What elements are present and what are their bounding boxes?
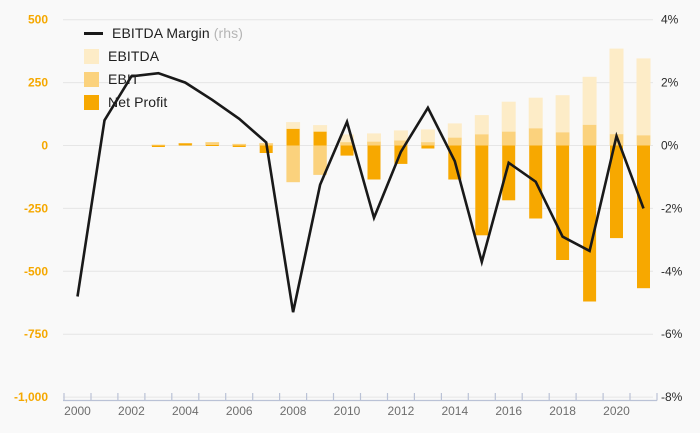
legend-label-ebitda: EBITDA [108,48,160,64]
bar-net-profit-2005 [205,145,219,146]
bar-ebit-2014 [448,137,462,146]
bar-ebit-2017 [528,128,543,146]
bar-ebit-2008 [286,145,300,183]
bar-ebit-2019 [582,124,597,146]
legend-swatch-ebit [84,71,99,87]
x-tick-label: 2014 [441,404,468,418]
y-left-tick-label: 250 [28,76,48,90]
y-right-tick-label: 2% [661,76,679,90]
bar-ebit-2005 [205,142,219,146]
y-right-tick-label: -8% [661,390,683,404]
bar-ebit-2010 [340,142,354,146]
bar-net-profit-2019 [583,145,597,302]
bar-net-profit-2004 [178,143,192,146]
bar-ebit-2012 [394,140,408,146]
y-right-tick-label: 4% [661,13,679,27]
bar-ebitda-2021 [636,58,651,146]
legend-swatch-ebitda [84,48,99,64]
x-tick-label: 2016 [495,404,522,418]
legend: EBITDA Margin (rhs) EBITDA EBIT Net Prof… [84,25,243,110]
bar-net-profit-2016 [502,145,516,201]
legend-item-ebitda-margin[interactable]: EBITDA Margin (rhs) [84,25,243,41]
x-tick-label: 2002 [118,404,145,418]
legend-item-net-profit[interactable]: Net Profit [84,94,243,110]
bar-ebit-2021 [636,135,651,146]
x-tick-label: 2018 [549,404,576,418]
y-right-tick-label: -2% [661,201,683,215]
legend-label-net-profit: Net Profit [108,94,168,110]
legend-item-ebit[interactable]: EBIT [84,71,243,87]
bar-ebitda-2020 [609,48,624,146]
x-tick-label: 2000 [64,404,91,418]
y-left-tick-label: 0 [41,139,48,153]
ebitda-margin-line [76,71,645,313]
x-tick-label: 2008 [280,404,307,418]
bar-net-profit-2013 [421,145,435,149]
bar-net-profit-2006 [232,145,246,147]
bar-ebit-2013 [421,142,435,146]
bar-ebit-2018 [555,132,570,146]
bar-ebit-2009 [313,145,327,175]
bar-net-profit-2003 [151,145,165,147]
bar-net-profit-2018 [556,145,570,260]
x-tick-label: 2010 [334,404,361,418]
y-left-tick-label: -1,000 [14,390,48,404]
y-left-tick-label: -500 [24,264,48,278]
legend-label-ebitda-margin: EBITDA Margin (rhs) [112,25,244,41]
y-right-tick-label: -6% [661,327,683,341]
x-tick-label: 2004 [172,404,199,418]
bar-ebit-2006 [232,144,246,146]
bar-net-profit-2010 [340,145,354,156]
bar-ebit-2016 [502,131,516,146]
legend-line-swatch [84,31,103,35]
bar-net-profit-2021 [637,145,650,289]
x-tick-label: 2012 [388,404,415,418]
bar-ebitda-2013 [420,129,435,146]
bar-net-profit-2015 [475,145,489,236]
legend-label-ebit: EBIT [108,71,140,87]
rhs-suffix: (rhs) [209,25,244,41]
legend-item-ebitda[interactable]: EBITDA [84,48,243,64]
y-left-tick-label: -750 [24,327,48,341]
y-right-tick-label: -4% [661,264,683,278]
bar-ebit-2015 [475,134,489,146]
x-tick-label: 2006 [226,404,253,418]
bar-net-profit-2011 [367,145,381,180]
legend-swatch-net-profit [84,94,99,110]
bar-net-profit-2008 [286,128,300,146]
y-left-tick-label: 500 [28,13,48,27]
bar-ebitda-2010 [340,134,354,146]
bar-net-profit-2009 [313,131,327,146]
bar-ebit-2011 [367,141,381,146]
y-left-tick-label: -250 [24,201,48,215]
bar-net-profit-2020 [610,145,623,239]
y-right-tick-label: 0% [661,139,679,153]
x-tick-label: 2020 [603,404,630,418]
bar-ebit-2003 [151,144,166,146]
